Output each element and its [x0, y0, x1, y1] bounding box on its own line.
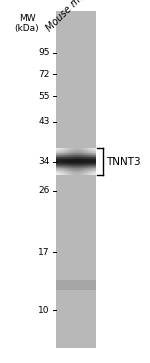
Bar	[56, 170, 96, 171]
Bar	[72, 148, 74, 175]
Bar	[56, 161, 96, 162]
Bar	[56, 166, 96, 167]
Bar	[56, 162, 96, 163]
Bar	[86, 148, 88, 175]
Bar	[56, 151, 96, 152]
Bar	[56, 172, 96, 173]
Bar	[56, 165, 96, 166]
Bar	[60, 148, 62, 175]
Bar	[94, 148, 96, 175]
Bar	[78, 148, 80, 175]
Text: 72: 72	[38, 70, 50, 79]
Text: 43: 43	[38, 117, 50, 126]
Bar	[56, 159, 96, 160]
Bar	[70, 148, 72, 175]
Bar	[56, 157, 96, 158]
Bar	[66, 148, 68, 175]
Bar	[68, 148, 70, 175]
Bar	[92, 148, 94, 175]
Bar	[56, 155, 96, 156]
Bar	[84, 148, 86, 175]
Bar	[56, 171, 96, 172]
Bar	[56, 174, 96, 175]
Text: 55: 55	[38, 92, 50, 101]
Bar	[56, 168, 96, 169]
Bar	[56, 152, 96, 153]
Text: 26: 26	[38, 186, 50, 195]
Bar	[56, 149, 96, 150]
Bar	[56, 153, 96, 154]
Bar	[56, 280, 96, 290]
Bar	[56, 163, 96, 164]
Bar	[64, 148, 66, 175]
Bar	[58, 148, 60, 175]
Text: 34: 34	[38, 157, 50, 166]
Bar	[80, 148, 82, 175]
Bar	[56, 173, 96, 174]
Text: TNNT3: TNNT3	[106, 156, 141, 167]
Bar	[56, 160, 96, 161]
Bar	[56, 164, 96, 165]
Bar	[56, 148, 96, 149]
Text: 95: 95	[38, 48, 50, 57]
Bar	[56, 156, 96, 157]
Text: 17: 17	[38, 248, 50, 257]
Bar	[56, 167, 96, 168]
Bar	[56, 150, 96, 151]
Bar	[56, 158, 96, 159]
Bar	[56, 148, 58, 175]
Bar	[56, 169, 96, 170]
Bar	[61, 148, 64, 175]
Bar	[88, 148, 90, 175]
Text: Mouse muscle: Mouse muscle	[44, 0, 100, 34]
Bar	[56, 154, 96, 155]
Bar	[82, 148, 84, 175]
Text: MW
(kDa): MW (kDa)	[15, 14, 39, 33]
Bar	[74, 148, 76, 175]
Bar	[76, 148, 78, 175]
Bar	[56, 11, 96, 348]
Text: 10: 10	[38, 306, 50, 315]
Bar	[90, 148, 92, 175]
